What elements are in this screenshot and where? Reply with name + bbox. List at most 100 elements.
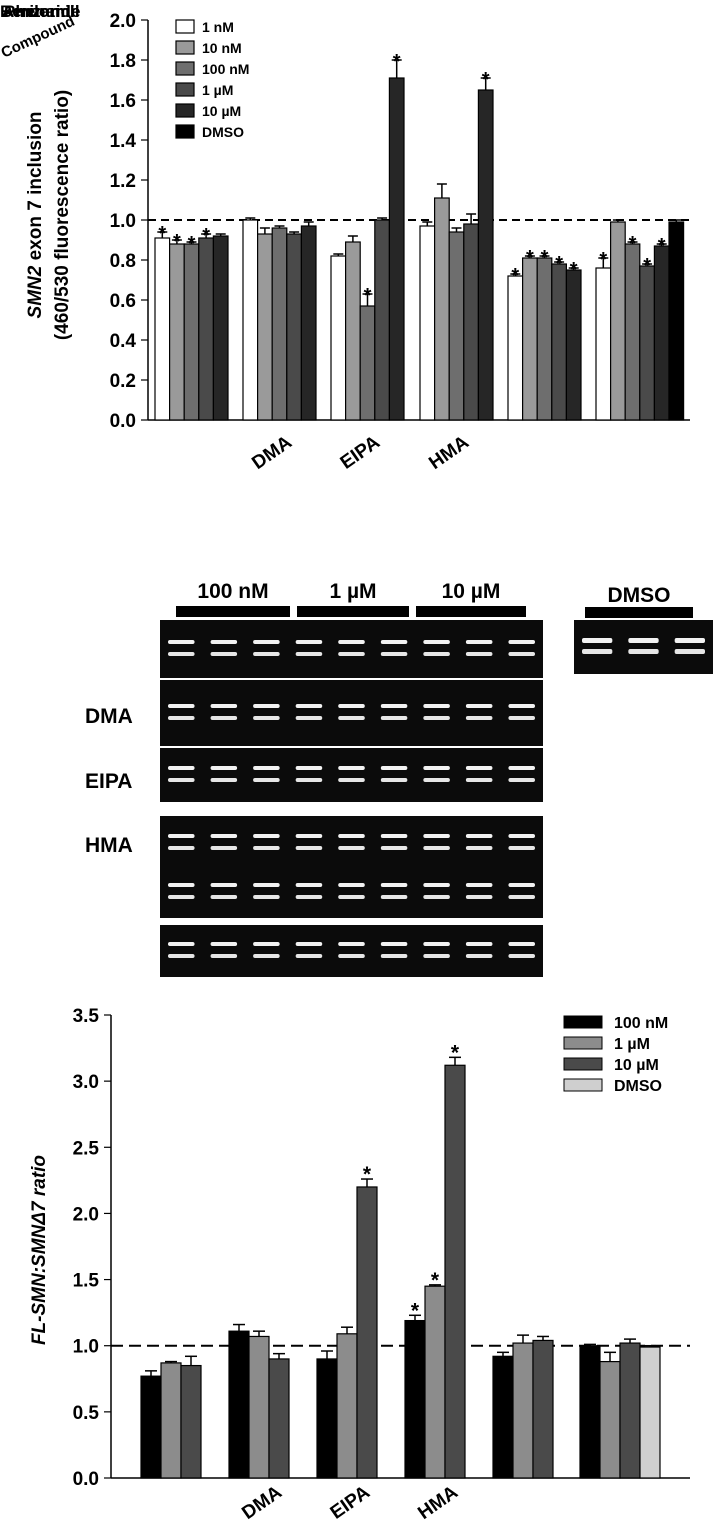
- legend-label-2: 10 µM: [614, 1057, 659, 1074]
- gel-band-lower: [253, 846, 280, 850]
- legend-swatch-5: [175, 124, 195, 139]
- x-category-label-hma: HMA: [414, 1482, 462, 1524]
- gel-band-upper: [168, 766, 195, 770]
- bar-hma-2: [444, 1064, 466, 1479]
- bar-eipa-4: [388, 77, 405, 421]
- gel-band-upper: [508, 883, 535, 887]
- bar-phenamil-1: [609, 221, 626, 421]
- gel-band-lower: [168, 716, 195, 720]
- gel-band-upper: [253, 704, 280, 708]
- gel-dmso-bands: [582, 638, 705, 654]
- legend-swatch-0: [175, 19, 195, 34]
- gel-band-lower: [338, 954, 365, 958]
- gel-band-lower: [423, 954, 450, 958]
- gel-band-upper: [338, 704, 365, 708]
- gel-band-lower: [380, 716, 408, 720]
- y-tick-label: 0.8: [110, 251, 136, 272]
- gel-band-lower: [253, 652, 280, 656]
- gel-band-upper: [168, 704, 195, 708]
- gel-band-lower: [295, 652, 323, 656]
- gel-band-upper: [380, 766, 408, 770]
- overlap-label-phenamil: Phenamil: [4, 2, 80, 21]
- significance-marker: *: [541, 247, 549, 269]
- gel-band-upper: [674, 638, 705, 643]
- bar-hma-0: [419, 225, 436, 421]
- legend-label-3: 1 µM: [202, 82, 233, 98]
- y-tick-label: 1.8: [110, 51, 136, 72]
- y-tick-label: 3.0: [73, 1072, 99, 1093]
- bar-eipa-1: [345, 241, 361, 421]
- bar-phenamil-3: [639, 265, 655, 421]
- gel-band-upper: [338, 640, 365, 644]
- significance-marker: *: [364, 285, 372, 307]
- gel-band-upper: [253, 766, 280, 770]
- significance-marker: *: [363, 1163, 372, 1186]
- bar-phenamil-2: [624, 243, 641, 421]
- gel-row-bands: [168, 766, 535, 782]
- significance-marker: *: [393, 51, 401, 73]
- legend-swatch-1: [175, 40, 195, 55]
- gel-band-upper: [508, 766, 535, 770]
- bar-eipa-0: [330, 255, 347, 421]
- bar-benzamil-3: [551, 263, 567, 421]
- gel-band-upper: [210, 640, 238, 644]
- y-axis-label-line2: (460/530 fluorescence ratio): [52, 90, 73, 340]
- fl-smn-ratio-chart-panel: 0.0 0.5 1.0 1.5 2.0 2.5 3.0 3.5 FL-SMN:SMNΔ7 rat…: [0, 990, 714, 1533]
- gel-band-lower: [168, 778, 195, 782]
- bar-amiloride-0: [154, 237, 171, 421]
- gel-band-lower: [674, 649, 705, 654]
- bar-benzamil-4: [565, 269, 582, 421]
- bar-phenamil-0: [595, 267, 612, 421]
- gel-band-lower: [508, 778, 535, 782]
- gel-band-lower: [380, 652, 408, 656]
- gel-band-lower: [338, 778, 365, 782]
- gel-band-upper: [295, 834, 323, 838]
- gel-band-lower: [210, 778, 238, 782]
- legend-swatch-2: [175, 61, 195, 76]
- legend-label-1: 10 nM: [202, 40, 242, 56]
- y-tick-label: 2.5: [73, 1138, 100, 1159]
- gel-band-upper: [168, 942, 195, 946]
- significance-marker: *: [158, 223, 166, 245]
- gel-band-lower: [168, 895, 195, 899]
- gel-band-upper: [508, 640, 535, 644]
- bar-dma-0: [242, 219, 259, 421]
- bar-eipa-2: [356, 1186, 378, 1479]
- fl-smn-ratio-chart: 0.0 0.5 1.0 1.5 2.0 2.5 3.0 3.5 FL-SMN:SMNΔ7 rat…: [29, 1006, 690, 1524]
- bar-hma-0: [404, 1319, 426, 1479]
- gel-band-lower: [295, 716, 323, 720]
- bar-amiloride-3: [198, 237, 215, 421]
- gel-band-lower: [338, 716, 365, 720]
- gel-band-lower: [423, 652, 450, 656]
- gel-band-upper: [295, 942, 323, 946]
- gel-band-upper: [168, 834, 195, 838]
- bar-dma-1: [257, 233, 273, 421]
- gel-band-lower: [423, 846, 450, 850]
- significance-marker: *: [451, 1041, 460, 1064]
- gel-row-bands: [168, 942, 535, 958]
- significance-marker: *: [643, 255, 651, 277]
- gel-row-5: [160, 866, 543, 918]
- significance-marker: *: [511, 265, 519, 287]
- legend-label-5: DMSO: [202, 124, 244, 140]
- gel-header-100nm: 100 nM: [197, 580, 269, 603]
- legend-swatch-1: [563, 1036, 603, 1050]
- gel-band-upper: [210, 704, 238, 708]
- legend-label-3: DMSO: [614, 1078, 662, 1095]
- bar-hma-1: [434, 197, 450, 421]
- y-axis-label: FL-SMN:SMNΔ7 ratio: [29, 1155, 50, 1345]
- gel-header-10um: 10 µM: [441, 580, 501, 603]
- gel-band-lower: [295, 895, 323, 899]
- gel-header-dmso: DMSO: [607, 584, 671, 607]
- y-tick-label: 1.4: [110, 131, 137, 152]
- gel-band-upper: [338, 834, 365, 838]
- gel-band-lower: [423, 778, 450, 782]
- gel-row-1: [160, 620, 543, 678]
- gel-band-upper: [168, 883, 195, 887]
- gel-band-upper: [338, 766, 365, 770]
- gel-row-label-hma: HMA: [85, 834, 133, 857]
- bar-hma-2: [448, 231, 465, 421]
- overlap-label-amiloride: Amiloride: [2, 2, 80, 21]
- y-axis-label-italic: SMN2: [25, 265, 46, 318]
- gel-band-lower: [295, 846, 323, 850]
